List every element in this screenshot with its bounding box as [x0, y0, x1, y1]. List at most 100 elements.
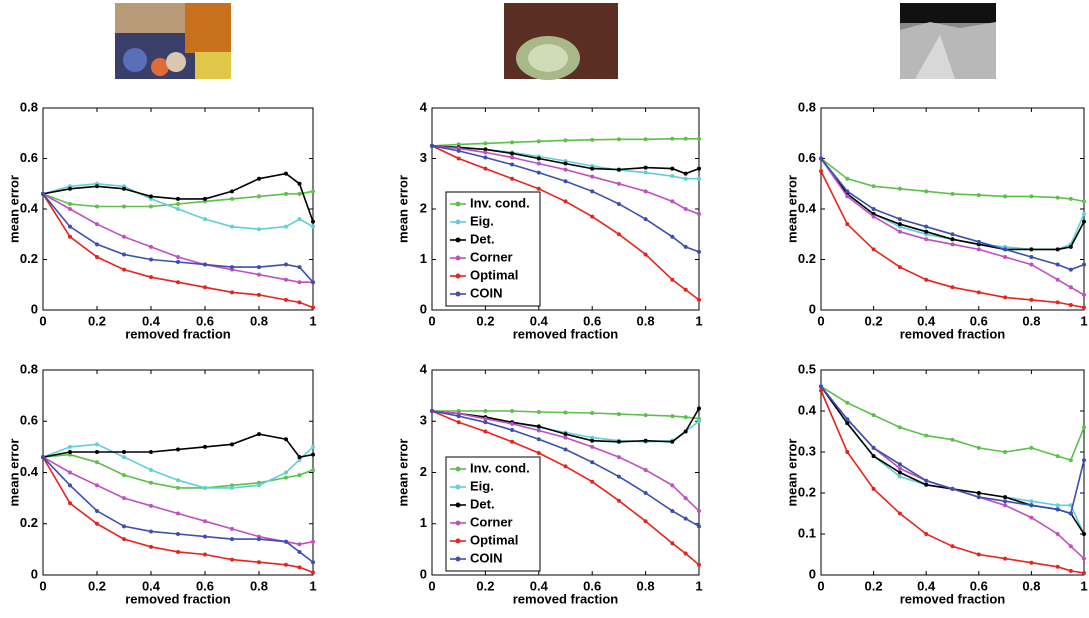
series-marker [1003, 503, 1008, 508]
x-tick-label: 0.2 [88, 313, 106, 328]
series-marker [897, 470, 902, 475]
series-marker [1082, 262, 1086, 267]
series-marker [122, 455, 126, 460]
series-marker [845, 194, 850, 199]
series-marker [203, 519, 207, 524]
series-marker [311, 305, 315, 310]
series-line [431, 410, 700, 512]
series-marker [311, 444, 315, 449]
x-tick-label: 0.2 [865, 313, 883, 328]
series-marker [297, 455, 302, 460]
series-marker [924, 478, 929, 483]
series-line [42, 172, 314, 222]
series-marker [297, 542, 302, 547]
series-marker [697, 176, 701, 181]
series-marker [871, 184, 876, 189]
series-marker [1082, 219, 1086, 224]
series-marker [456, 142, 461, 147]
legend-label: Corner [470, 249, 513, 264]
y-tick-label: 0.2 [798, 251, 816, 266]
series-marker [483, 416, 488, 421]
legend-swatch-marker [455, 237, 461, 243]
series-marker [311, 570, 315, 575]
series-marker [1068, 544, 1073, 549]
series-marker [563, 167, 568, 172]
series-marker [297, 549, 302, 554]
series-marker [311, 219, 315, 224]
series-marker [122, 537, 126, 542]
series-marker [1003, 556, 1008, 561]
series-marker [311, 189, 315, 194]
legend-swatch-marker [455, 219, 461, 225]
series-marker [683, 207, 688, 211]
series-marker [122, 524, 126, 529]
series-marker [845, 400, 850, 405]
series-marker [1068, 285, 1073, 290]
series-marker [297, 181, 302, 186]
series-marker [1068, 458, 1073, 463]
legend-label: COIN [470, 285, 503, 300]
series-marker [683, 171, 688, 176]
series-marker [643, 170, 648, 175]
series-marker [976, 495, 981, 500]
series-marker [456, 420, 461, 425]
series-marker [563, 432, 568, 437]
series-marker [1029, 247, 1034, 252]
series-marker [311, 560, 315, 565]
series-line [431, 138, 699, 147]
x-tick-label: 0.8 [1022, 313, 1040, 328]
series-marker [68, 444, 72, 449]
series-marker [95, 508, 99, 513]
series-marker [510, 162, 515, 167]
series-marker [230, 189, 234, 194]
series-line [431, 145, 700, 301]
x-tick-label: 1 [309, 313, 316, 328]
y-tick-label: 3 [420, 150, 427, 165]
x-tick-label: 0.8 [250, 578, 268, 593]
series-marker [297, 191, 302, 196]
series-marker [483, 150, 488, 155]
y-axis-label: mean error [6, 175, 21, 243]
x-tick-label: 0.4 [530, 578, 549, 593]
series-marker [149, 467, 153, 472]
series-marker [257, 432, 261, 437]
series-marker [311, 452, 315, 457]
series-marker [616, 181, 621, 186]
series-marker [897, 265, 902, 270]
series-marker [950, 242, 955, 247]
series-marker [456, 414, 461, 419]
x-tick-label: 1 [309, 578, 316, 593]
series-marker [95, 242, 99, 247]
series-line [431, 145, 700, 215]
series-marker [257, 194, 261, 199]
series-marker [1068, 267, 1073, 272]
series-marker [257, 176, 261, 181]
series-line [820, 385, 1085, 560]
series-marker [456, 148, 461, 153]
y-axis-label: mean error [6, 439, 21, 507]
series-marker [149, 257, 153, 262]
series-marker [976, 290, 981, 295]
series-marker [683, 287, 688, 292]
series-marker [536, 424, 541, 429]
legend-swatch-marker [455, 538, 461, 544]
series-marker [1068, 302, 1073, 307]
x-tick-label: 0.4 [142, 313, 161, 328]
series-line [42, 433, 314, 458]
series-marker [683, 429, 688, 434]
x-tick-label: 0.8 [1022, 578, 1040, 593]
series-marker [643, 252, 648, 257]
series-marker [976, 239, 981, 244]
series-marker [1029, 503, 1034, 508]
y-tick-label: 0.5 [798, 361, 816, 376]
series-marker [297, 265, 302, 270]
series-marker [536, 186, 541, 191]
series-marker [1029, 262, 1034, 267]
chart: 0 1 2 3 4 0 0.2 0.4 0.6 0.8 1 removed fraction mean … [395, 99, 702, 341]
series-marker [203, 552, 207, 557]
series-marker [176, 201, 180, 206]
series-marker [68, 483, 72, 488]
series-line [431, 145, 700, 175]
series-marker [95, 450, 99, 454]
series-marker [297, 217, 302, 222]
